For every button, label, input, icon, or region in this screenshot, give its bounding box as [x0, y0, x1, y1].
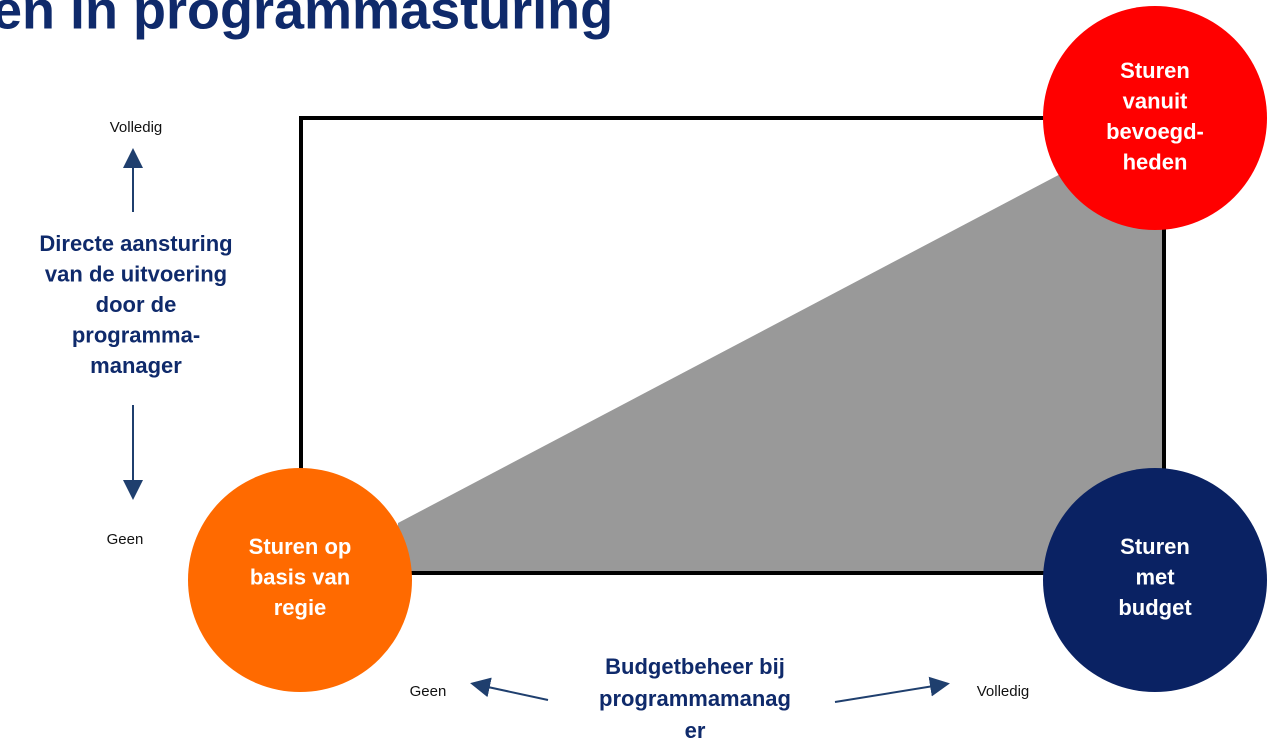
node-label: Sturen op — [249, 534, 352, 559]
axis-end: Geen — [410, 683, 447, 700]
axis-label: er — [685, 718, 706, 743]
node-label: heden — [1123, 149, 1188, 174]
node-label: regie — [274, 595, 327, 620]
axis-label: door de — [96, 292, 177, 317]
gradient-area — [398, 170, 1162, 571]
node-label: budget — [1118, 595, 1192, 620]
axis-label: Directe aansturing — [39, 231, 232, 256]
frame-border — [299, 116, 1166, 575]
axis-label: van de uitvoering — [45, 261, 227, 286]
node-label: basis van — [250, 564, 350, 589]
axis-label: Budgetbeheer bij — [605, 654, 785, 679]
node-label: Sturen — [1120, 534, 1190, 559]
axis-label: programmamanag — [599, 686, 791, 711]
node-label: met — [1135, 564, 1175, 589]
node-circle — [1043, 6, 1267, 230]
node-label: vanuit — [1123, 88, 1188, 113]
axis-end: Volledig — [110, 119, 163, 136]
node-label: Sturen — [1120, 58, 1190, 83]
arrow — [834, 676, 950, 703]
arrow — [470, 677, 549, 701]
axis-end: Volledig — [977, 683, 1030, 700]
axis-end: Geen — [107, 531, 144, 548]
axis-label: programma- — [72, 322, 200, 347]
node-circle — [188, 468, 412, 692]
axis-label: manager — [90, 353, 182, 378]
node-label: bevoegd- — [1106, 119, 1204, 144]
title: en in programmasturing — [0, 0, 613, 40]
node-circle — [1043, 468, 1267, 692]
